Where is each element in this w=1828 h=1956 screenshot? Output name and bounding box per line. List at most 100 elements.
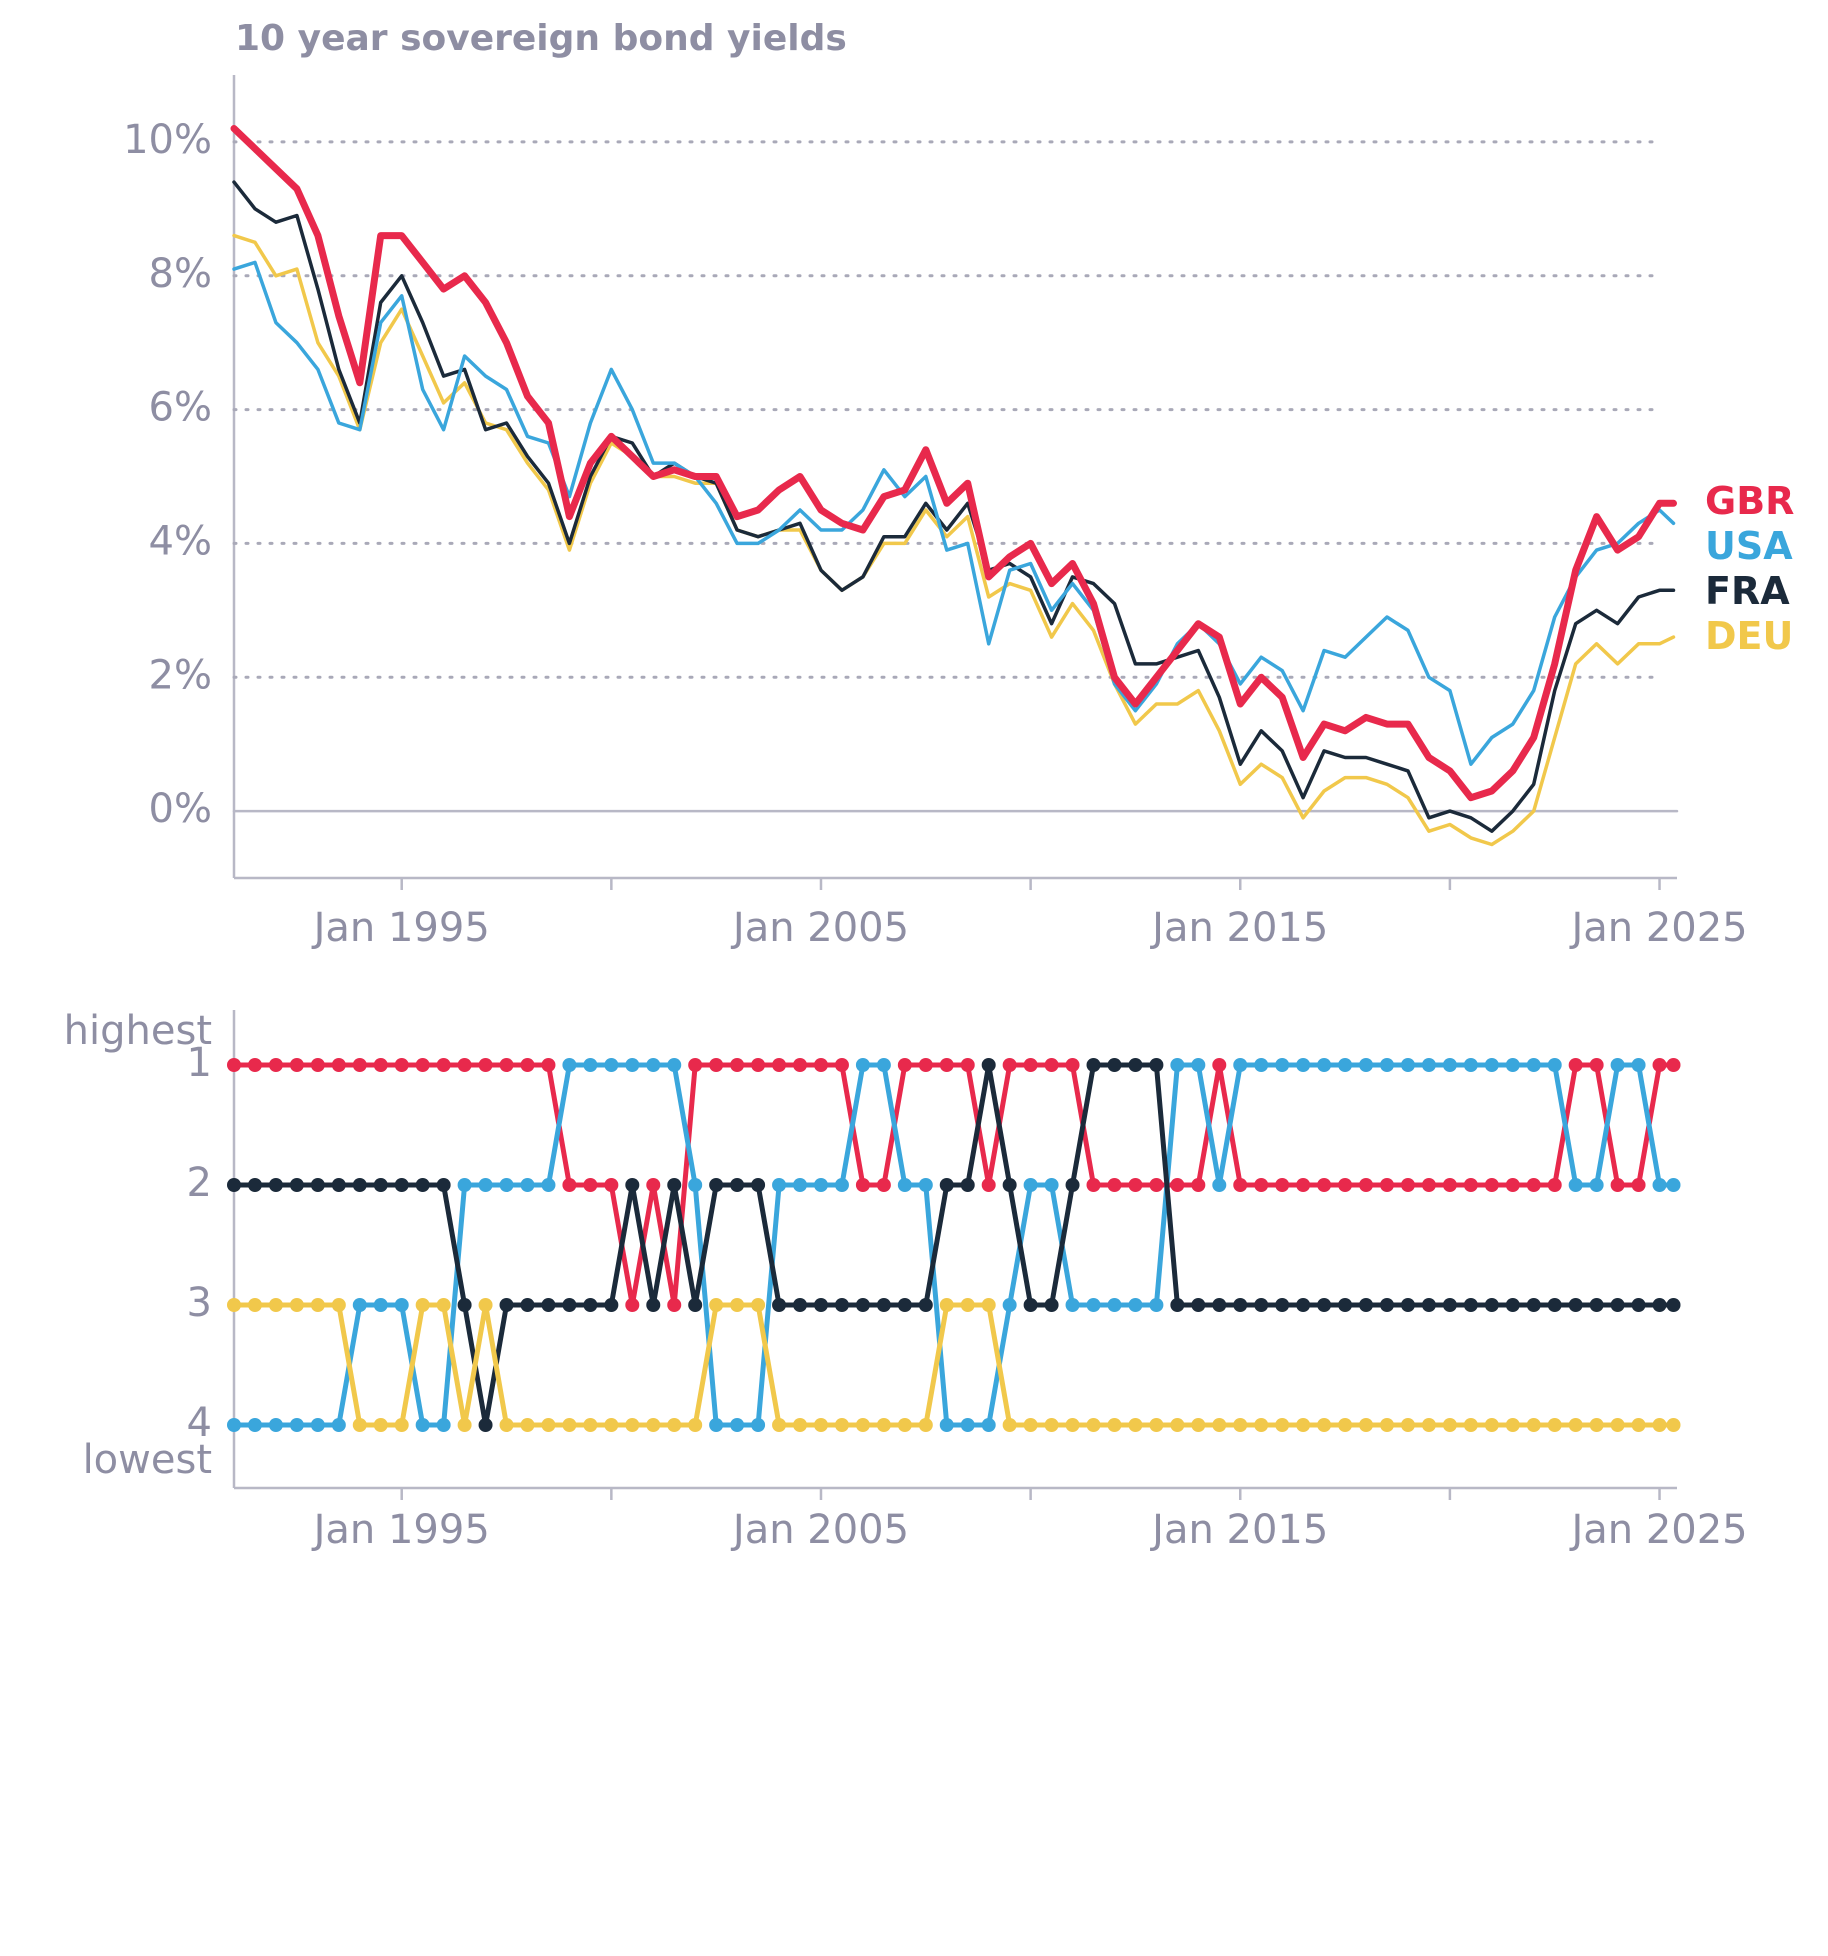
rank-dot — [960, 1178, 975, 1192]
rank-dot — [227, 1298, 241, 1312]
rank-dot — [373, 1418, 388, 1432]
rank-dot — [960, 1418, 975, 1432]
series-line — [230, 125, 1677, 802]
rank-dot — [268, 1418, 283, 1432]
rank-dot — [1631, 1058, 1646, 1072]
rank-dot — [457, 1058, 472, 1072]
rank-dot — [499, 1178, 514, 1192]
rank-dot — [604, 1298, 619, 1312]
rank-dot — [793, 1418, 808, 1432]
rank-dot — [289, 1058, 304, 1072]
rank-dot — [1275, 1178, 1290, 1192]
rank-dot — [897, 1058, 912, 1072]
rank-dot — [876, 1298, 891, 1312]
rank-dot — [813, 1418, 828, 1432]
rank-dot — [1065, 1058, 1080, 1072]
rank-dot — [1526, 1058, 1541, 1072]
rank-dot — [1610, 1418, 1625, 1432]
rank-dot — [520, 1418, 535, 1432]
rank-dot — [981, 1418, 996, 1432]
rank-dot — [1400, 1418, 1415, 1432]
rank-dot — [855, 1298, 870, 1312]
rank-dot — [352, 1418, 367, 1432]
rank-dot — [415, 1418, 430, 1432]
rank-dot — [1065, 1178, 1080, 1192]
rank-dot — [541, 1418, 556, 1432]
rank-dot — [1380, 1298, 1395, 1312]
rank-dot — [457, 1178, 472, 1192]
rank-dot — [876, 1418, 891, 1432]
rank-dot — [1086, 1418, 1101, 1432]
rank-dot — [876, 1178, 891, 1192]
rank-dot — [1359, 1058, 1374, 1072]
x-tick-label: Jan 2005 — [730, 1507, 909, 1553]
y-tick-label: 4% — [149, 518, 212, 564]
rank-dot — [1421, 1058, 1436, 1072]
rank-dot — [1463, 1418, 1478, 1432]
rank-dot — [394, 1418, 409, 1432]
rank-dot — [1526, 1418, 1541, 1432]
rank-dot — [1380, 1418, 1395, 1432]
rank-dot — [876, 1058, 891, 1072]
rank-dot — [520, 1298, 535, 1312]
rank-dot — [1610, 1058, 1625, 1072]
rank-dot — [1191, 1298, 1206, 1312]
legend-label: FRA — [1705, 569, 1790, 613]
rank-dot — [688, 1298, 703, 1312]
rank-dot — [793, 1178, 808, 1192]
x-tick-label: Jan 2015 — [1149, 905, 1328, 951]
series-line — [232, 233, 1676, 847]
rank-dot — [939, 1058, 954, 1072]
x-tick-label: Jan 2005 — [730, 905, 909, 951]
rank-dot — [897, 1298, 912, 1312]
rank-dot — [331, 1418, 346, 1432]
rank-dot — [1652, 1418, 1667, 1432]
rank-dot — [667, 1298, 682, 1312]
x-tick-label: Jan 1995 — [311, 905, 490, 951]
rank-dot — [918, 1058, 933, 1072]
rank-dot — [813, 1298, 828, 1312]
y-tick-label: 2% — [149, 652, 212, 698]
rank-dot — [457, 1298, 472, 1312]
x-tick-label: Jan 2015 — [1149, 1507, 1328, 1553]
rank-dot — [772, 1298, 787, 1312]
rank-dot — [667, 1058, 682, 1072]
y-tick-label: 2 — [187, 1160, 212, 1206]
rank-dot — [1170, 1058, 1185, 1072]
rank-dot — [751, 1418, 766, 1432]
rank-dot — [730, 1418, 745, 1432]
rank-dot — [1275, 1058, 1290, 1072]
rank-dot — [478, 1298, 493, 1312]
rank-dot — [1296, 1178, 1311, 1192]
rank-dot — [1254, 1058, 1269, 1072]
rank-dot — [436, 1298, 451, 1312]
rank-dot — [688, 1178, 703, 1192]
rank-dot — [1652, 1178, 1667, 1192]
rank-dot — [436, 1178, 451, 1192]
rank-dot — [583, 1418, 598, 1432]
rank-dot — [583, 1298, 598, 1312]
rank-dot — [1002, 1298, 1017, 1312]
rank-dot — [834, 1058, 849, 1072]
rank-dot — [436, 1418, 451, 1432]
rank-dot — [1149, 1418, 1164, 1432]
legend-label: GBR — [1705, 479, 1794, 523]
rank-dot — [981, 1058, 996, 1072]
rank-dot — [1002, 1178, 1017, 1192]
rank-dot — [1547, 1298, 1562, 1312]
rank-dot — [1589, 1298, 1604, 1312]
rank-dot — [1526, 1298, 1541, 1312]
rank-dot — [541, 1298, 556, 1312]
rank-dot — [1631, 1178, 1646, 1192]
rank-dot — [709, 1058, 724, 1072]
rank-dot — [1044, 1058, 1059, 1072]
rank-dot — [1233, 1418, 1248, 1432]
rank-dot — [772, 1418, 787, 1432]
rank-dot — [793, 1058, 808, 1072]
rank-dot — [1128, 1058, 1143, 1072]
rank-dot — [1212, 1058, 1227, 1072]
rank-dot — [625, 1418, 640, 1432]
rank-dot — [1666, 1418, 1681, 1432]
rank-dot — [813, 1178, 828, 1192]
rank-dot — [1296, 1058, 1311, 1072]
